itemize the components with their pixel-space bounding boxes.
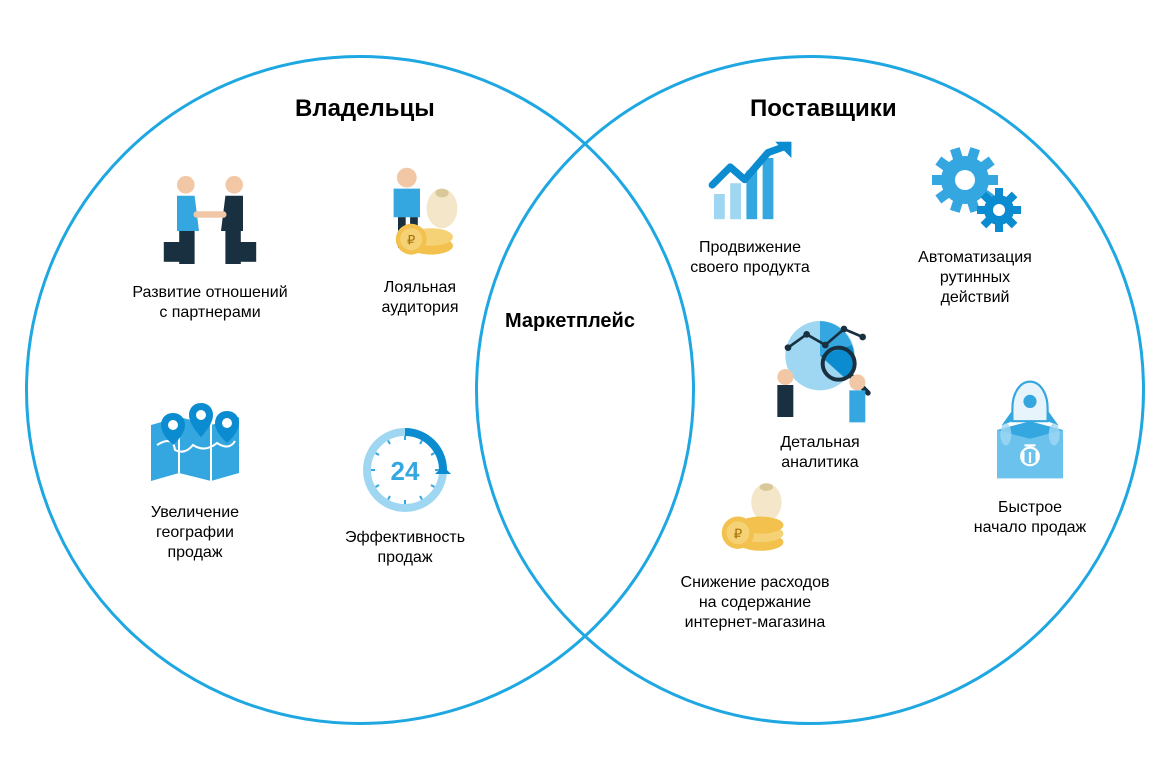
coins-icon: ₽ [700,470,810,565]
title-owners: Владельцы [295,95,435,123]
svg-text:₽: ₽ [734,526,742,541]
analytics-icon [745,305,895,425]
suppliers-item-automation: Автоматизация рутинных действий [880,140,1070,308]
suppliers-item-analytics: Детальная аналитика [720,305,920,473]
svg-text:24: 24 [391,456,420,486]
item-label: Автоматизация рутинных действий [918,248,1032,308]
rocketbox-icon [975,370,1085,490]
owners-item-efficiency: 24 Эффективность продаж [320,420,490,568]
owners-item-geo: Увеличение географии продаж [105,395,285,563]
item-label: Снижение расходов на содержание интернет… [681,573,830,633]
growth-icon [695,140,805,230]
gears-icon [915,140,1035,240]
loyal-icon: ₽ [365,160,475,270]
suppliers-item-promotion: Продвижение своего продукта [660,140,840,278]
owners-item-partners: Развитие отношений с партнерами [100,165,320,323]
title-suppliers: Поставщики [750,95,897,123]
item-label: Увеличение географии продаж [151,503,239,563]
item-label: Детальная аналитика [780,433,859,473]
clock24-icon: 24 [355,420,455,520]
center-label-marketplace: Маркетплейс [505,310,635,333]
owners-item-loyal: ₽ Лояльная аудитория [345,160,495,318]
item-label: Быстрое начало продаж [974,498,1087,538]
venn-diagram: Владельцы Поставщики Маркетплейс Развити… [0,0,1170,781]
svg-text:₽: ₽ [407,233,415,248]
item-label: Продвижение своего продукта [690,238,810,278]
item-label: Лояльная аудитория [381,278,458,318]
map-icon [125,395,265,495]
item-label: Развитие отношений с партнерами [132,283,287,323]
item-label: Эффективность продаж [345,528,465,568]
suppliers-item-quickstart: Быстрое начало продаж [945,370,1115,538]
handshake-icon [140,165,280,275]
suppliers-item-costs: ₽ Снижение расходов на содержание интерн… [650,470,860,633]
